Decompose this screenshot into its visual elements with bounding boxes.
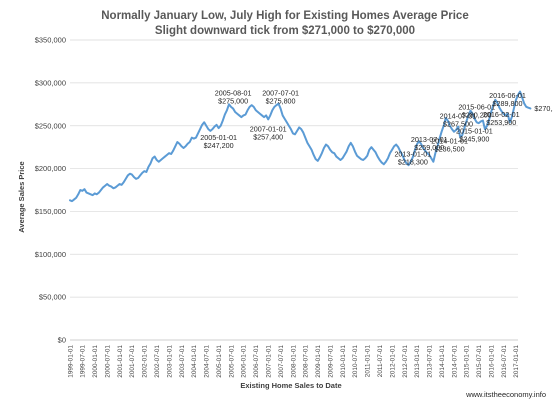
x-tick-label: 2005-07-01 <box>228 345 235 378</box>
x-tick-label: 2015-01-01 <box>464 345 471 378</box>
x-tick-label: 2006-07-01 <box>253 345 260 378</box>
x-tick-label: 2016-07-01 <box>501 345 508 378</box>
x-tick-label: 2012-07-01 <box>402 345 409 378</box>
x-tick-label: 2016-01-01 <box>488 345 495 378</box>
gridlines <box>70 39 518 298</box>
annotation-label: 2013-01-01 $218,300 <box>394 150 431 167</box>
x-axis-ticks: 1999-01-01 1999-07-01 2000-01-01 2000-07-01… <box>67 345 520 378</box>
x-tick-label: 2003-01-01 <box>166 345 173 378</box>
x-tick-label: 2004-01-01 <box>191 345 198 378</box>
y-axis-ticks: $0 $50,000 $100,000 $150,000 $200,000 $250,00… <box>35 36 66 345</box>
x-tick-label: 2017-01-01 <box>513 345 520 378</box>
x-tick-label: 1999-07-01 <box>80 345 87 378</box>
x-tick-label: 2002-07-01 <box>154 345 161 378</box>
annotation-label: 2014-01-01 $236,500 <box>431 137 468 154</box>
credit-text: www.itstheeconomy.info <box>465 390 546 399</box>
x-tick-label: 2015-07-01 <box>476 345 483 378</box>
chart-subtitle: Slight downward tick from $271,000 to $2… <box>155 25 415 37</box>
x-tick-label: 2004-07-01 <box>204 345 211 378</box>
x-tick-label: 2013-07-01 <box>427 345 434 378</box>
y-tick-label: $100,000 <box>35 250 66 259</box>
annotation-label: 2015-06-01 $280,200 <box>458 102 495 119</box>
x-tick-label: 2014-01-01 <box>439 345 446 378</box>
x-tick-label: 2010-07-01 <box>352 345 359 378</box>
annotations-group: 2005-01-01 $247,200 2005-08-01 $275,000 2007… <box>200 89 553 167</box>
x-tick-label: 2007-01-01 <box>265 345 272 378</box>
x-tick-label: 2012-01-01 <box>389 345 396 378</box>
x-tick-label: 2007-07-01 <box>278 345 285 378</box>
annotation-label: 2013-07-01 $259,000 <box>411 135 448 152</box>
x-tick-label: 2009-07-01 <box>327 345 334 378</box>
y-tick-label: $150,000 <box>35 207 66 216</box>
x-tick-label: 2006-01-01 <box>241 345 248 378</box>
annotation-label: 2005-01-01 $247,200 <box>200 133 237 150</box>
y-tick-label: $0 <box>58 336 66 345</box>
annotation-label: 2016-02-01 $253,900 <box>483 110 520 127</box>
annotation-label: 2007-07-01 $275,800 <box>262 89 299 106</box>
x-tick-label: 2000-07-01 <box>104 345 111 378</box>
annotation-label: 2005-08-01 $275,000 <box>215 89 252 106</box>
series-line <box>69 90 532 203</box>
x-tick-label: 2008-01-01 <box>290 345 297 378</box>
y-tick-label: $200,000 <box>35 164 66 173</box>
annotation-label: 2016-06-01 $289,800 <box>489 91 526 108</box>
x-tick-label: 2011-01-01 <box>365 345 372 378</box>
annotation-label: 2007-01-01 $257,400 <box>250 124 287 141</box>
x-tick-label: 2010-01-01 <box>340 345 347 378</box>
x-tick-label: 2014-07-01 <box>451 345 458 378</box>
x-tick-label: 2000-01-01 <box>92 345 99 378</box>
series-group <box>69 90 532 203</box>
x-tick-label: 2002-01-01 <box>142 345 149 378</box>
x-tick-label: 2005-01-01 <box>216 345 223 378</box>
x-axis-title: Existing Home Sales to Date <box>240 381 341 390</box>
y-tick-label: $50,000 <box>39 293 66 302</box>
x-tick-label: 2008-07-01 <box>303 345 310 378</box>
annotation-label: 2014-07-01 $267,500 <box>440 112 477 129</box>
y-tick-label: $250,000 <box>35 121 66 130</box>
x-tick-label: 2013-01-01 <box>414 345 421 378</box>
chart-title: Normally January Low, July High for Exis… <box>101 10 468 22</box>
y-axis-title: Average Sales Price <box>17 161 26 232</box>
x-tick-label: 2001-07-01 <box>129 345 136 378</box>
x-tick-label: 2009-01-01 <box>315 345 322 378</box>
x-tick-label: 2011-07-01 <box>377 345 384 378</box>
y-tick-label: $300,000 <box>35 78 66 87</box>
annotation-label: $270,100 <box>534 104 553 113</box>
annotation-label: 2015-01-01 $245,900 <box>456 126 493 143</box>
x-tick-label: 2003-07-01 <box>179 345 186 378</box>
x-tick-label: 2001-01-01 <box>117 345 124 378</box>
x-tick-label: 1999-01-01 <box>67 345 74 378</box>
y-tick-label: $350,000 <box>35 36 66 45</box>
